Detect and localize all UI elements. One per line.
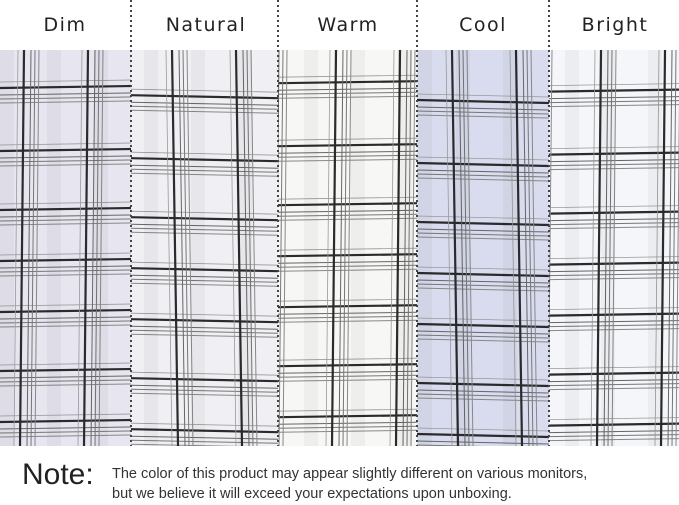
plaid-pattern: [0, 50, 131, 446]
panel-natural: [131, 50, 278, 446]
label-warm: Warm: [317, 14, 379, 36]
plaid-pattern: [278, 50, 417, 446]
plaid-pattern: [549, 50, 679, 446]
label-cool: Cool: [459, 14, 507, 36]
plaid-pattern: [131, 50, 278, 446]
note-section: Note: The color of this product may appe…: [0, 446, 679, 505]
divider-2: [277, 0, 279, 446]
label-dim: Dim: [43, 14, 87, 36]
note-title: Note:: [22, 458, 94, 491]
divider-1: [130, 0, 132, 446]
note-line-2: but we believe it will exceed your expec…: [112, 486, 512, 502]
note-line-1: The color of this product may appear sli…: [112, 466, 588, 482]
plaid-pattern: [417, 50, 549, 446]
fabric-panels: [0, 50, 679, 446]
panel-cool: [417, 50, 549, 446]
label-bright: Bright: [581, 14, 649, 36]
divider-3: [416, 0, 418, 446]
label-natural: Natural: [165, 14, 247, 36]
panel-warm: [278, 50, 417, 446]
panel-dim: [0, 50, 131, 446]
note-text: The color of this product may appear sli…: [112, 464, 672, 504]
panel-bright: [549, 50, 679, 446]
divider-4: [548, 0, 550, 446]
header-bar: Dim Natural Warm Cool Bright: [0, 0, 679, 50]
